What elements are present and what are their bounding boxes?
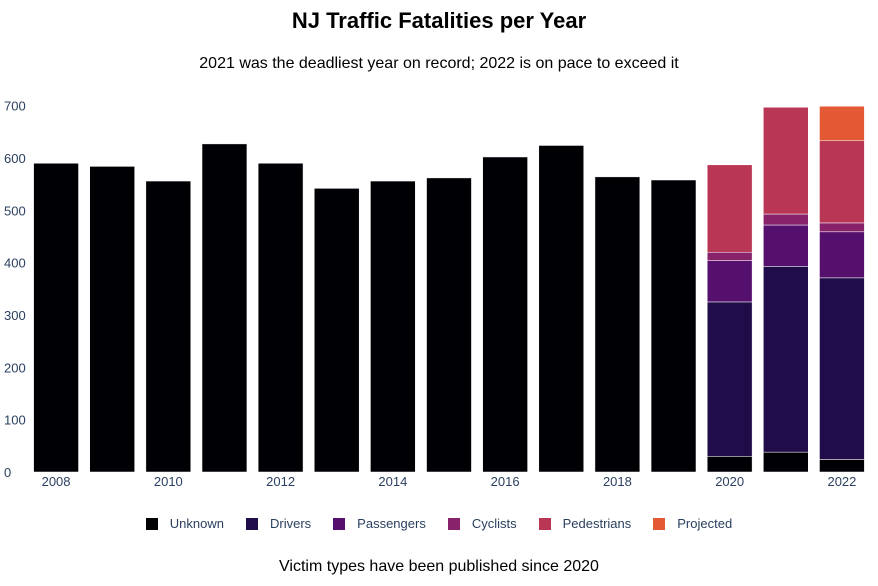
y-tick-label: 300 (4, 308, 26, 323)
legend-swatch (145, 517, 158, 530)
legend-swatch (653, 517, 666, 530)
x-tick-label: 2010 (154, 474, 183, 489)
legend-label: Drivers (270, 516, 312, 531)
y-tick-label: 100 (4, 413, 26, 428)
bar-passengers-2020 (706, 260, 753, 303)
x-tick-label: 2020 (715, 474, 744, 489)
bar-unknown-2012 (257, 163, 304, 473)
y-axis: 0 100 200 300 400 500 600 700 (4, 99, 26, 480)
bar-pedestrians-2020 (706, 164, 753, 253)
bar-pedestrians-2021 (763, 107, 809, 215)
y-tick-label: 700 (4, 99, 26, 114)
y-tick-label: 200 (4, 360, 26, 375)
bar-cyclists-2020 (706, 251, 753, 261)
legend-swatch (538, 517, 551, 530)
bar-unknown-2021 (763, 451, 809, 473)
x-axis: 2008 2010 2012 2014 2016 2018 2020 2022 (42, 474, 857, 489)
legend: Unknown Drivers Passengers Cyclists Pedestri… (0, 516, 878, 531)
bar-passengers-2021 (763, 224, 809, 267)
bar-unknown-2010 (145, 180, 192, 473)
legend-item-cyclists[interactable]: Cyclists (447, 516, 517, 531)
bars-group (33, 105, 865, 473)
x-tick-label: 2016 (491, 474, 520, 489)
bar-unknown-2009 (89, 166, 135, 473)
bar-drivers-2021 (763, 266, 809, 453)
legend-swatch (246, 517, 258, 530)
bar-unknown-2011 (201, 143, 248, 473)
y-tick-label: 600 (4, 151, 26, 166)
bar-pedestrians-2022 (819, 140, 865, 224)
chart-subtitle: 2021 was the deadliest year on record; 2… (199, 55, 679, 72)
legend-label: Projected (677, 516, 733, 531)
bar-unknown-2008 (33, 163, 79, 473)
legend-item-projected[interactable]: Projected (653, 516, 732, 531)
x-tick-label: 2022 (827, 474, 856, 489)
x-tick-label: 2008 (42, 474, 71, 489)
x-tick-label: 2014 (378, 474, 407, 489)
legend-label: Passengers (357, 516, 426, 531)
legend-label: Cyclists (471, 516, 517, 531)
legend-swatch (333, 517, 346, 530)
bar-unknown-2018 (594, 176, 641, 473)
legend-item-unknown[interactable]: Unknown (145, 516, 224, 531)
x-tick-label: 2012 (266, 474, 295, 489)
bar-projected-2022 (819, 105, 865, 142)
legend-label: Pedestrians (562, 516, 632, 531)
y-tick-label: 0 (4, 465, 11, 480)
bar-unknown-2013 (314, 188, 360, 473)
bar-drivers-2022 (819, 277, 865, 460)
bar-unknown-2017 (538, 145, 584, 473)
bar-drivers-2020 (706, 301, 753, 457)
chart-title: NJ Traffic Fatalities per Year (291, 8, 587, 33)
legend-item-pedestrians[interactable]: Pedestrians (538, 516, 632, 531)
bar-passengers-2022 (819, 231, 865, 279)
bar-unknown-2015 (426, 177, 472, 473)
y-tick-label: 500 (4, 203, 26, 218)
legend-swatch (447, 517, 460, 530)
x-tick-label: 2018 (603, 474, 632, 489)
legend-item-passengers[interactable]: Passengers (333, 516, 426, 531)
legend-item-drivers[interactable]: Drivers (246, 516, 311, 531)
bar-cyclists-2022 (819, 222, 865, 233)
bar-unknown-2016 (482, 156, 528, 473)
bar-unknown-2019 (650, 179, 697, 473)
bar-unknown-2014 (370, 180, 416, 473)
bar-unknown-2020 (706, 456, 753, 473)
chart-caption: Victim types have been published since 2… (279, 558, 599, 575)
bar-unknown-2022 (819, 459, 865, 473)
y-tick-label: 400 (4, 256, 26, 271)
legend-label: Unknown (169, 516, 224, 531)
bar-cyclists-2021 (763, 213, 809, 226)
